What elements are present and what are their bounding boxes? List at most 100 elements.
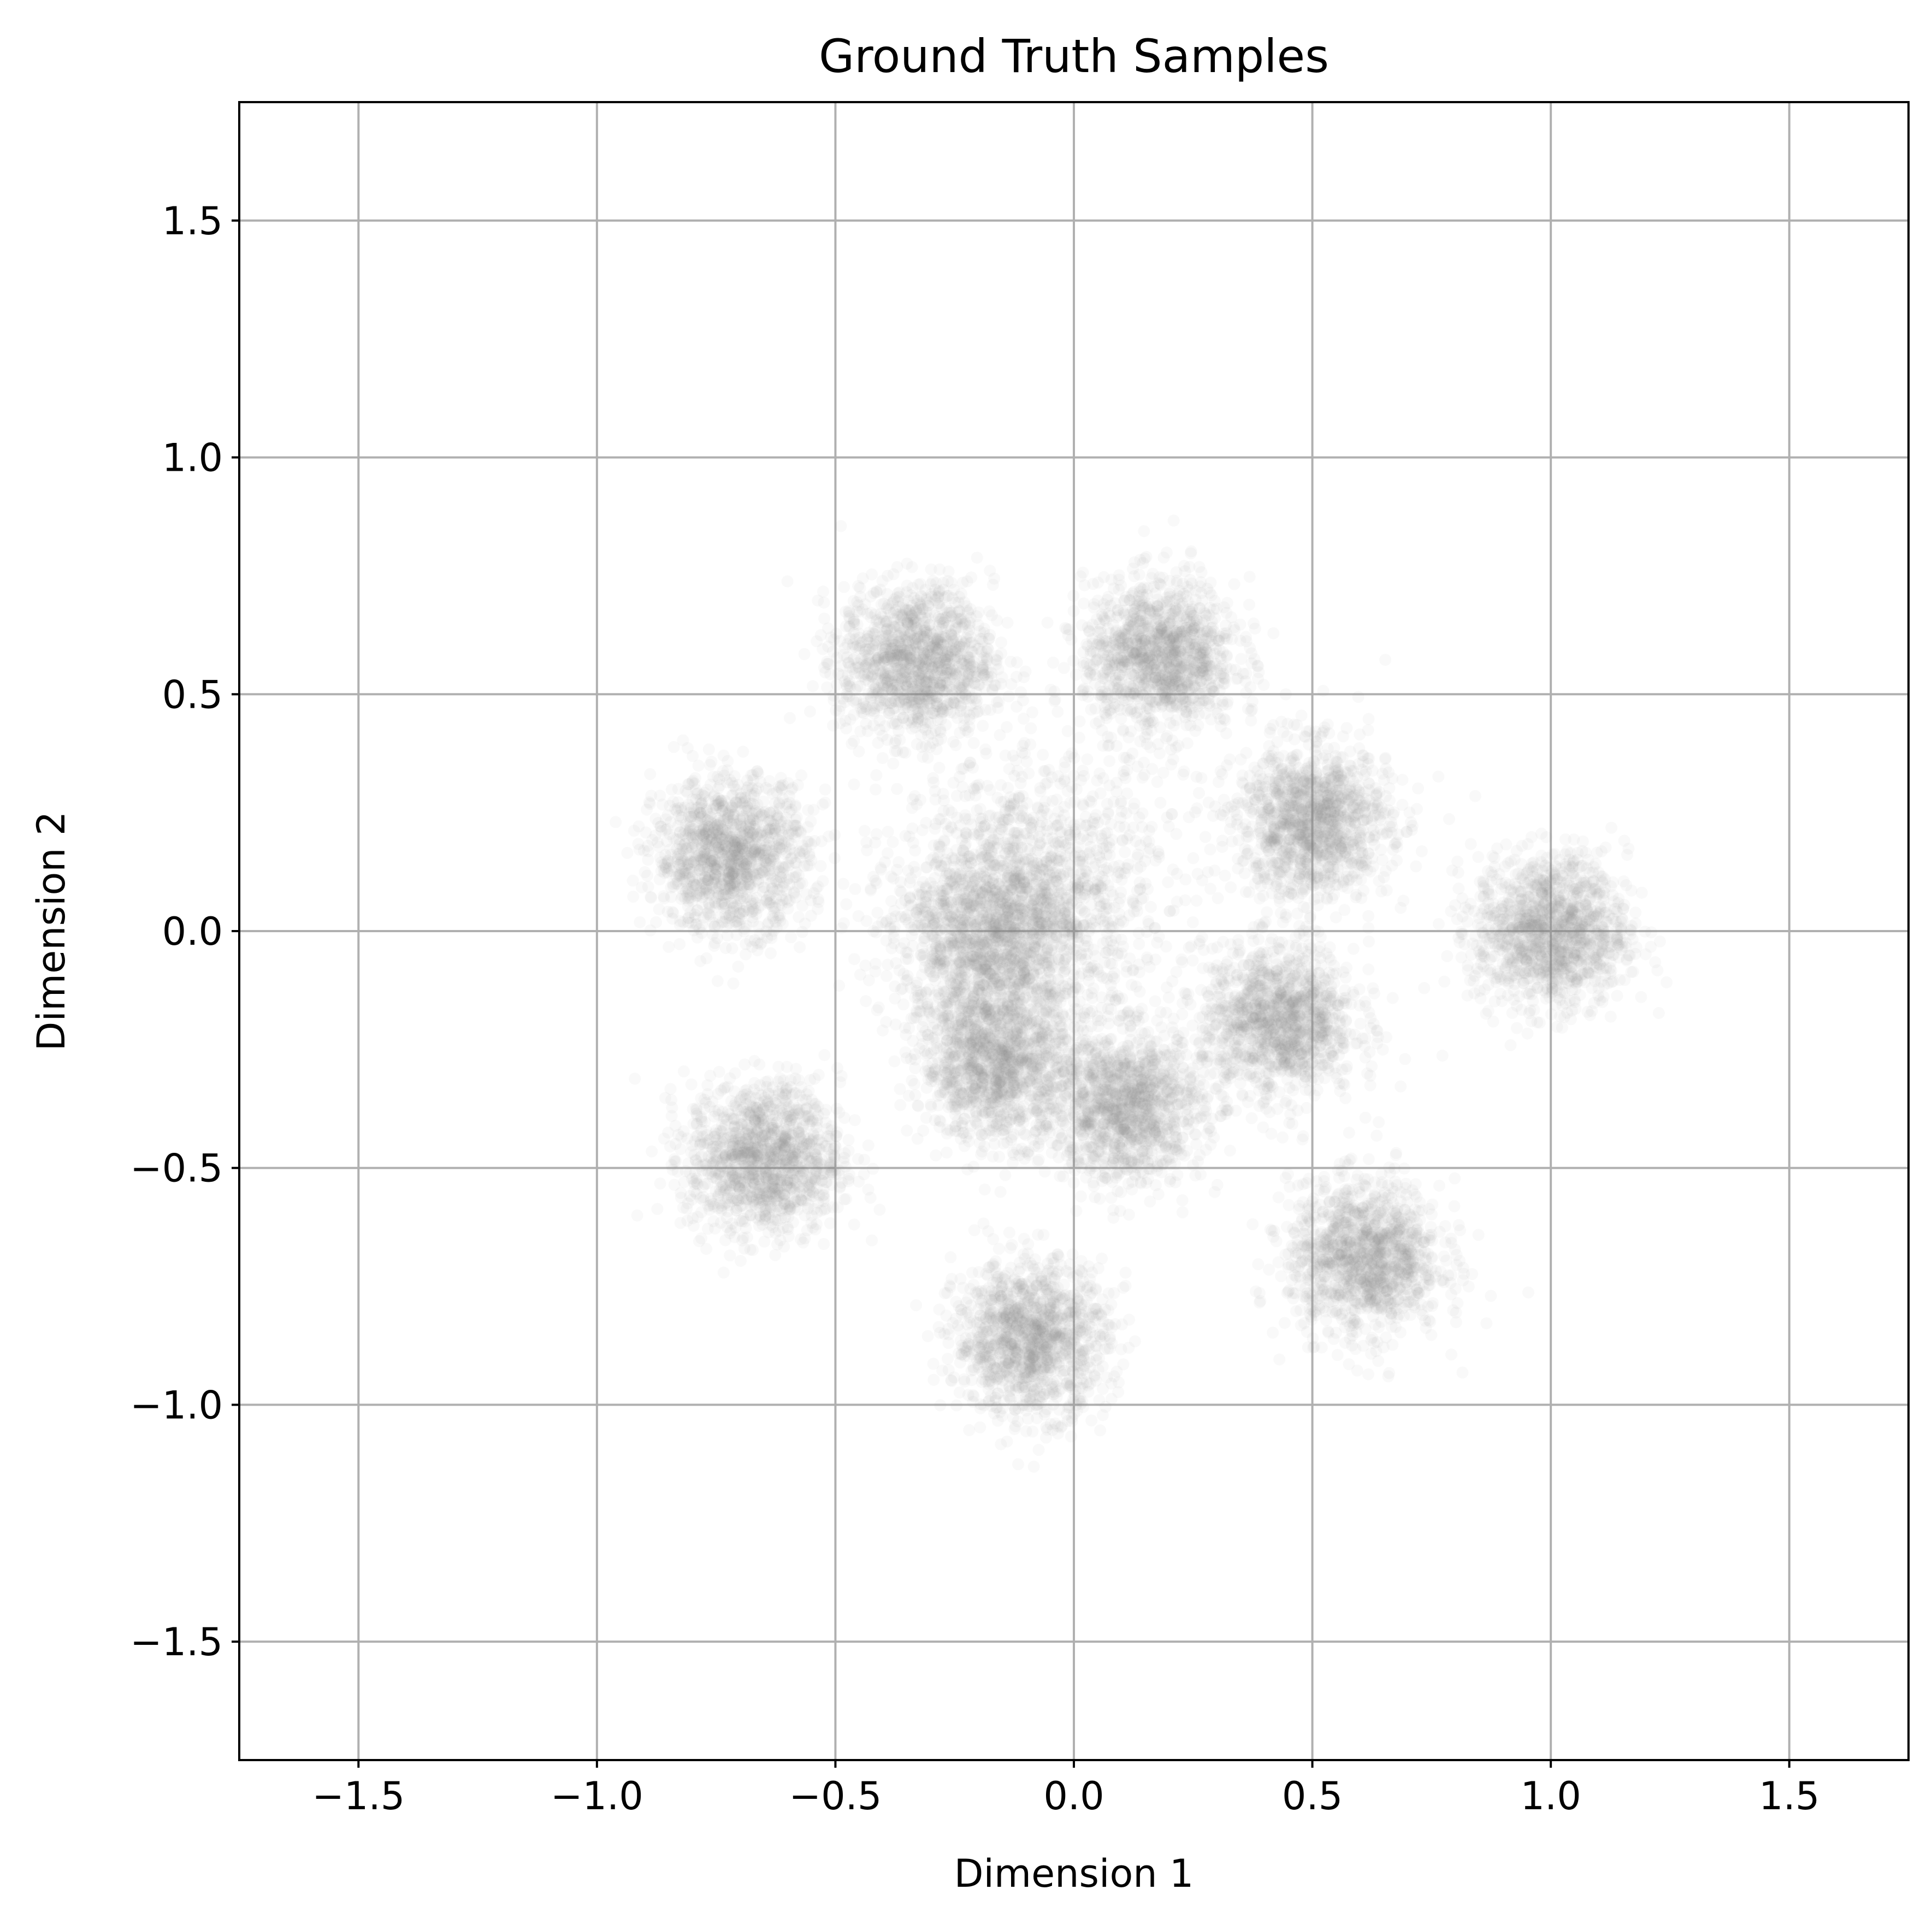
data-point (975, 821, 987, 833)
data-point (877, 575, 889, 587)
data-point (881, 970, 893, 982)
data-point (1008, 797, 1020, 809)
data-point (1131, 863, 1143, 875)
data-point (1097, 740, 1109, 752)
data-point (817, 643, 829, 655)
data-point (1088, 960, 1100, 972)
data-point (953, 682, 965, 694)
data-point (880, 618, 892, 630)
data-point (1015, 686, 1027, 698)
data-point (1117, 724, 1129, 736)
data-point (1063, 899, 1075, 911)
data-point (926, 662, 938, 674)
data-point (1011, 852, 1023, 864)
data-point (878, 698, 890, 710)
data-point (955, 932, 967, 944)
data-point (967, 932, 979, 944)
data-point (1053, 805, 1065, 818)
data-point (887, 836, 899, 848)
data-point (963, 692, 975, 704)
data-point (830, 628, 842, 640)
data-point (1019, 737, 1031, 749)
data-point (1240, 687, 1252, 699)
data-point (1171, 828, 1183, 840)
data-point (870, 634, 882, 646)
data-point (1154, 797, 1166, 809)
data-point (843, 605, 855, 617)
data-point (1002, 782, 1014, 794)
data-point (941, 664, 953, 676)
data-point (833, 980, 845, 992)
data-point (932, 735, 944, 747)
data-point (1221, 597, 1233, 609)
data-point (1280, 688, 1292, 700)
data-point (927, 772, 939, 784)
data-point (897, 998, 909, 1010)
data-point (1001, 813, 1013, 825)
data-point (1099, 813, 1111, 825)
data-point (1067, 932, 1079, 944)
data-point (1130, 980, 1142, 992)
data-point (1220, 727, 1232, 739)
data-point (871, 586, 883, 598)
data-point (930, 725, 942, 737)
data-point (986, 609, 998, 621)
data-point (818, 662, 830, 674)
data-point (852, 658, 864, 670)
data-point (1240, 631, 1252, 643)
data-point (1009, 909, 1021, 921)
data-point (1107, 944, 1119, 956)
data-point (915, 609, 927, 621)
data-point (1096, 833, 1108, 845)
data-point (1093, 869, 1105, 881)
data-point (933, 597, 946, 609)
data-point (853, 910, 865, 922)
data-point (913, 903, 925, 915)
data-point (807, 680, 819, 692)
data-point (1082, 754, 1094, 766)
data-point (858, 707, 870, 719)
data-point (873, 724, 885, 736)
data-point (854, 969, 866, 981)
data-point (1175, 953, 1187, 966)
data-point (1235, 653, 1247, 665)
data-point (933, 846, 946, 858)
data-point (1162, 876, 1174, 889)
data-point (784, 712, 796, 724)
data-point (867, 925, 879, 937)
data-point (935, 623, 947, 635)
data-point (1011, 656, 1023, 668)
data-point (1039, 916, 1051, 928)
data-point (985, 845, 997, 857)
data-point (968, 737, 980, 749)
data-point (1146, 821, 1158, 833)
data-point (952, 621, 964, 633)
data-point (1149, 995, 1161, 1007)
data-point (835, 520, 847, 532)
data-point (905, 589, 917, 601)
data-point (971, 804, 983, 816)
data-point (1105, 979, 1117, 991)
data-point (1058, 917, 1070, 929)
data-point (884, 648, 896, 660)
data-point (991, 792, 1003, 804)
data-point (958, 668, 970, 680)
data-point (818, 597, 830, 609)
data-point (1157, 767, 1169, 779)
data-point (1019, 943, 1031, 955)
data-point (946, 911, 958, 923)
data-point (1144, 742, 1156, 754)
data-point (1183, 941, 1195, 953)
data-point (1062, 725, 1074, 737)
data-point (1052, 771, 1064, 783)
data-point (1030, 846, 1042, 858)
data-point (1006, 678, 1018, 690)
data-point (841, 690, 853, 702)
data-point (1073, 732, 1085, 744)
data-point (909, 866, 921, 878)
data-point (1001, 843, 1013, 855)
data-point (1073, 856, 1085, 868)
data-point (894, 672, 906, 684)
data-point (1111, 871, 1123, 883)
